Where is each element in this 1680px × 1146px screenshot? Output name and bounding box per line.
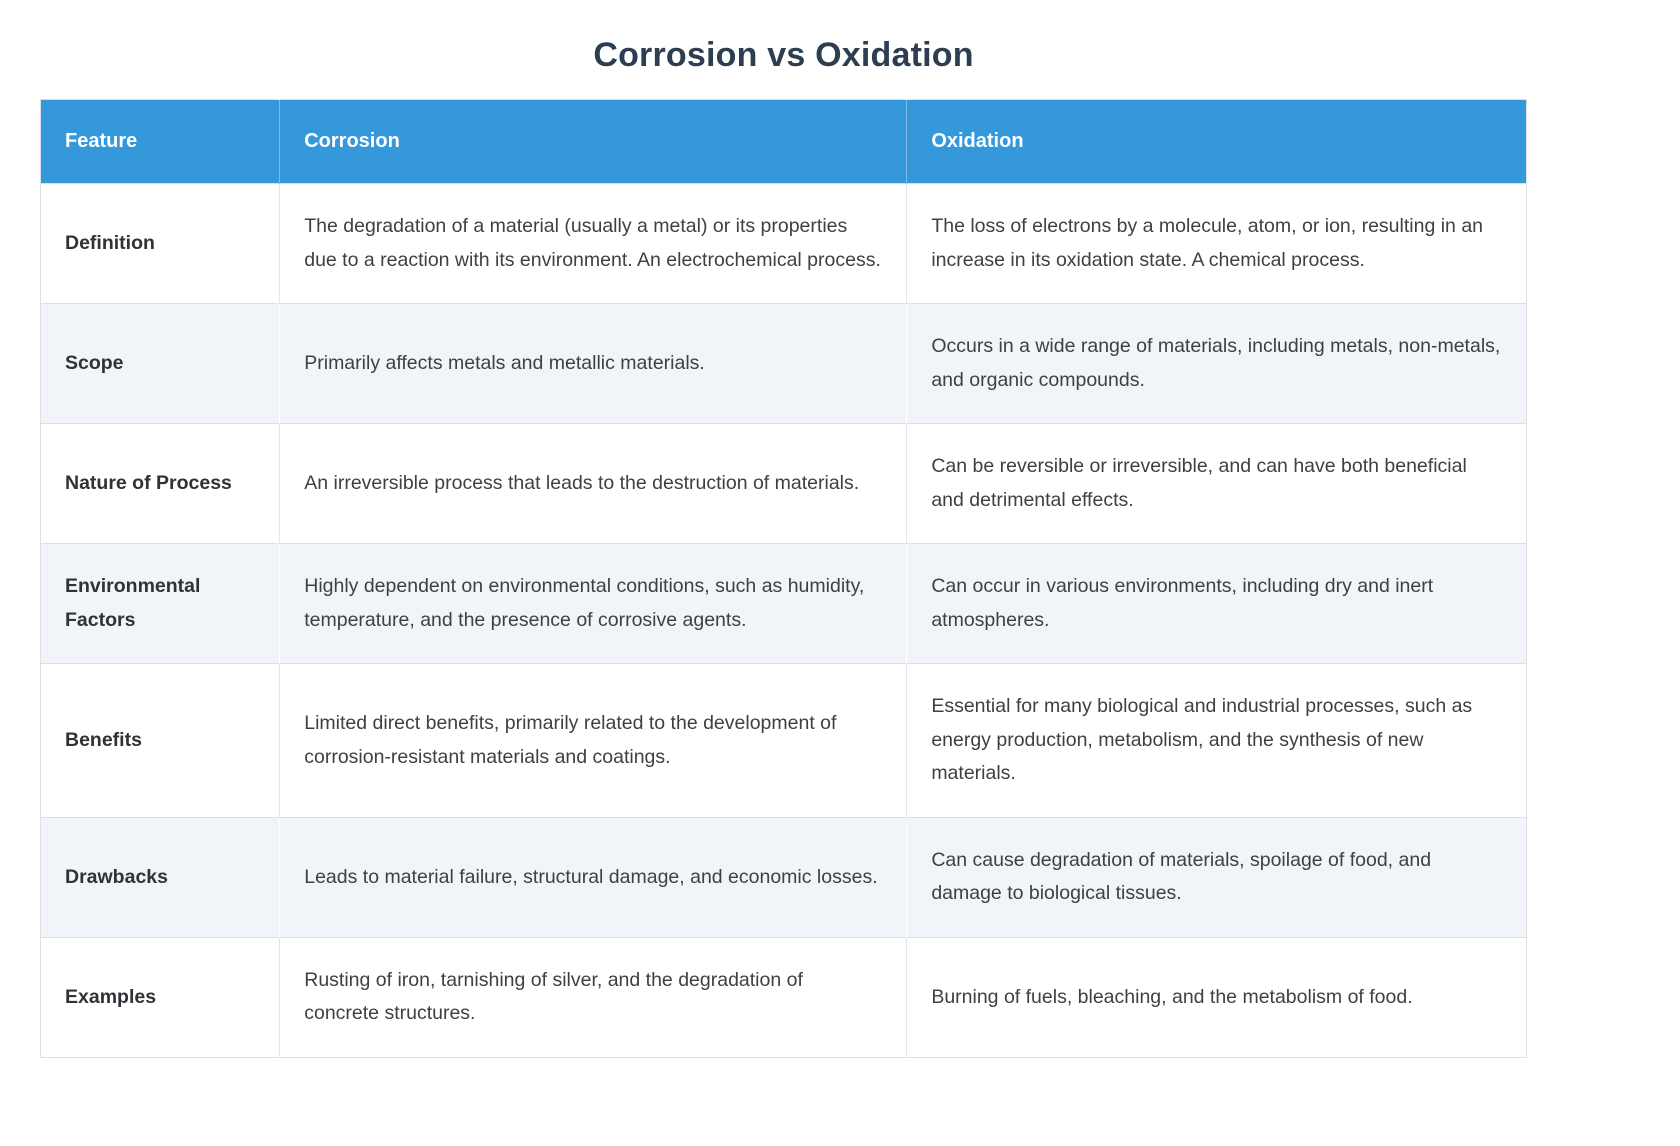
table-row: Examples Rusting of iron, tarnishing of …: [40, 936, 1527, 1058]
table-row: Benefits Limited direct benefits, primar…: [40, 663, 1527, 818]
page-title: Corrosion vs Oxidation: [593, 36, 974, 74]
corrosion-cell: Leads to material failure, structural da…: [279, 816, 908, 938]
comparison-table: Feature Corrosion Oxidation Definition T…: [40, 99, 1527, 1058]
table-row: Environmental Factors Highly dependent o…: [40, 543, 1527, 664]
column-header-feature: Feature: [40, 99, 281, 184]
header-row: Feature Corrosion Oxidation: [40, 99, 1527, 184]
oxidation-cell: Can cause degradation of materials, spoi…: [906, 816, 1527, 938]
table-row: Scope Primarily affects metals and metal…: [40, 303, 1527, 424]
feature-cell: Scope: [40, 303, 281, 424]
corrosion-cell: Primarily affects metals and metallic ma…: [279, 303, 908, 424]
oxidation-cell: Can be reversible or irreversible, and c…: [906, 423, 1527, 544]
column-header-corrosion: Corrosion: [279, 99, 908, 184]
corrosion-cell: An irreversible process that leads to th…: [279, 423, 908, 544]
feature-cell: Benefits: [40, 663, 281, 818]
corrosion-cell: Limited direct benefits, primarily relat…: [279, 663, 908, 818]
corrosion-cell: Rusting of iron, tarnishing of silver, a…: [279, 936, 908, 1058]
oxidation-cell: Can occur in various environments, inclu…: [906, 543, 1527, 664]
column-header-oxidation: Oxidation: [906, 99, 1527, 184]
content-container: Corrosion vs Oxidation Feature Corrosion…: [40, 0, 1527, 1058]
corrosion-cell: The degradation of a material (usually a…: [279, 182, 908, 304]
corrosion-cell: Highly dependent on environmental condit…: [279, 543, 908, 664]
table-row: Drawbacks Leads to material failure, str…: [40, 816, 1527, 938]
table-header: Feature Corrosion Oxidation: [40, 99, 1527, 184]
feature-cell: Definition: [40, 182, 281, 304]
feature-cell: Drawbacks: [40, 816, 281, 938]
oxidation-cell: The loss of electrons by a molecule, ato…: [906, 182, 1527, 304]
feature-cell: Examples: [40, 936, 281, 1058]
oxidation-cell: Occurs in a wide range of materials, inc…: [906, 303, 1527, 424]
table-row: Definition The degradation of a material…: [40, 182, 1527, 304]
feature-cell: Environmental Factors: [40, 543, 281, 664]
feature-cell: Nature of Process: [40, 423, 281, 544]
table-row: Nature of Process An irreversible proces…: [40, 423, 1527, 544]
table-body: Definition The degradation of a material…: [40, 182, 1527, 1058]
oxidation-cell: Essential for many biological and indust…: [906, 663, 1527, 818]
oxidation-cell: Burning of fuels, bleaching, and the met…: [906, 936, 1527, 1058]
